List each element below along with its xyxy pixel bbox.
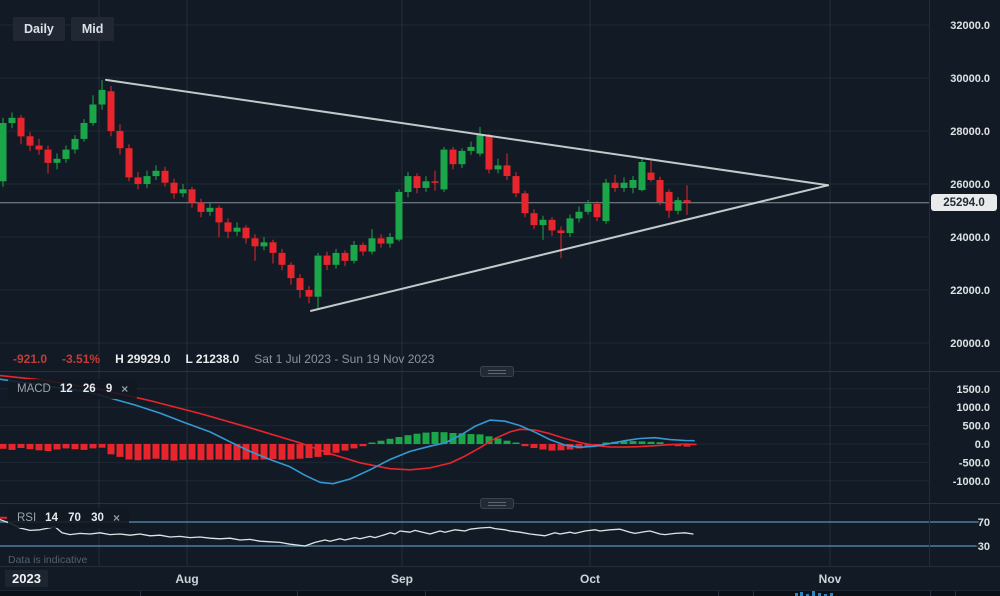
- price-change: -921.0: [13, 352, 48, 366]
- timeframe-mid-button[interactable]: Mid: [70, 17, 115, 41]
- month-label-oct: Oct: [579, 572, 601, 586]
- axis-label: 70: [978, 517, 990, 529]
- axis-label: -1000.0: [953, 476, 990, 488]
- macd-signal-line: [0, 374, 697, 471]
- price-axis-separator: [929, 0, 930, 566]
- scrollbar-segment-border: [425, 591, 426, 596]
- axis-label: 22000.0: [950, 285, 990, 297]
- candlestick-series: [0, 79, 691, 311]
- price-change-percent: -3.51%: [62, 352, 101, 366]
- scrollbar-activity-mark: [806, 594, 809, 596]
- axis-label: 32000.0: [950, 20, 990, 32]
- rsi-name: RSI: [17, 512, 37, 524]
- macd-close-icon[interactable]: ×: [121, 382, 129, 396]
- triangle-trendline[interactable]: [310, 184, 829, 312]
- scrollbar-segment-border: [718, 591, 719, 596]
- indicative-note: Data is indicative: [8, 554, 88, 566]
- panel-resize-handle[interactable]: [480, 366, 514, 377]
- axis-label: 26000.0: [950, 179, 990, 191]
- rsi-line: [0, 518, 694, 547]
- macd-line: [0, 378, 695, 485]
- time-axis[interactable]: 2023 Aug Sep Oct Nov: [0, 566, 1000, 591]
- scrollbar-activity-mark: [812, 591, 815, 596]
- scrollbar-activity-mark: [824, 594, 827, 596]
- axis-label: 30000.0: [950, 73, 990, 85]
- macd-name: MACD: [17, 383, 51, 395]
- rsi-chart-canvas[interactable]: 70 30: [0, 504, 1000, 566]
- rsi-close-icon[interactable]: ×: [112, 511, 120, 525]
- price-chart-canvas[interactable]: 32000.0 30000.0 28000.0 26000.0 24000.0 22000…: [0, 0, 1000, 372]
- macd-chart-canvas[interactable]: 1500.0 1000.0 500.0 0.0 -500.0 -1000.0: [0, 372, 1000, 504]
- ohlc-status-bar: -921.0 -3.51% H 29929.0 L 21238.0 Sat 1 …: [13, 352, 434, 366]
- axis-label: 1500.0: [956, 384, 990, 396]
- axis-label: 20000.0: [950, 338, 990, 350]
- last-price-badge: 25294.0: [931, 194, 997, 212]
- axis-label: 30: [978, 541, 990, 553]
- scrollbar-activity-mark: [800, 592, 803, 596]
- scrollbar-activity-mark: [818, 593, 821, 596]
- chart-scrollbar[interactable]: [0, 590, 1000, 596]
- date-range: Sat 1 Jul 2023 - Sun 19 Nov 2023: [254, 352, 435, 366]
- timeframe-buttons: Daily Mid: [13, 17, 115, 41]
- axis-label: 28000.0: [950, 126, 990, 138]
- scrollbar-segment-border: [140, 591, 141, 596]
- scrollbar-segment-border: [297, 591, 298, 596]
- period-low: L 21238.0: [185, 352, 240, 366]
- month-label-nov: Nov: [818, 572, 842, 586]
- macd-histogram: [0, 431, 691, 461]
- month-label-aug: Aug: [175, 572, 199, 586]
- panel-resize-handle[interactable]: [480, 498, 514, 509]
- scrollbar-segment-border: [753, 591, 754, 596]
- axis-label: -500.0: [959, 457, 990, 469]
- scrollbar-segment-border: [955, 591, 956, 596]
- scrollbar-activity-mark: [830, 593, 833, 596]
- scrollbar-activity-mark: [795, 593, 798, 596]
- rsi-indicator-label: RSI 14 70 30 ×: [8, 508, 129, 528]
- month-label-sep: Sep: [390, 572, 414, 586]
- axis-label: 0.0: [975, 439, 990, 451]
- timeframe-daily-button[interactable]: Daily: [13, 17, 65, 41]
- scrollbar-segment-border: [930, 591, 931, 596]
- macd-params: 12 26 9: [59, 383, 113, 395]
- macd-indicator-label: MACD 12 26 9 ×: [8, 379, 138, 399]
- axis-label: 24000.0: [950, 232, 990, 244]
- axis-label: 1000.0: [956, 402, 990, 414]
- rsi-params: 14 70 30: [45, 512, 104, 524]
- year-label: 2023: [5, 570, 48, 587]
- axis-label: 500.0: [962, 421, 990, 433]
- period-high: H 29929.0: [115, 352, 171, 366]
- triangle-trendline[interactable]: [105, 78, 829, 187]
